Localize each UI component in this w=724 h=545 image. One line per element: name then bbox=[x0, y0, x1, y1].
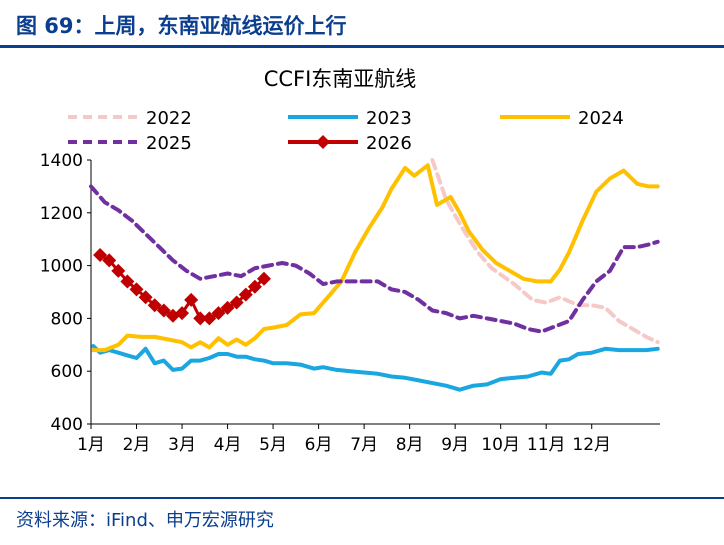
data-point-2026 bbox=[120, 274, 135, 289]
series-2022 bbox=[430, 158, 660, 345]
series-line-2023 bbox=[91, 344, 660, 392]
y-tick-label: 800 bbox=[51, 309, 83, 329]
data-point-2026 bbox=[175, 306, 190, 321]
x-tick-label: 12月 bbox=[572, 435, 611, 455]
y-tick-label: 600 bbox=[51, 362, 83, 382]
x-tick-label: 11月 bbox=[527, 435, 566, 455]
legend-label-2025: 2025 bbox=[146, 133, 192, 154]
series-2026 bbox=[93, 248, 271, 326]
x-tick-label: 9月 bbox=[441, 435, 469, 455]
data-point-2026 bbox=[247, 279, 262, 294]
data-point-2026 bbox=[256, 271, 271, 286]
series-line-2025 bbox=[89, 184, 660, 334]
figure-header: 图 69：上周，东南亚航线运价上行 bbox=[16, 14, 347, 38]
series-2024 bbox=[91, 163, 660, 353]
chart-title: CCFI东南亚航线 bbox=[264, 67, 417, 91]
x-tick-label: 1月 bbox=[77, 435, 105, 455]
data-point-2026 bbox=[147, 298, 162, 313]
legend-label-2022: 2022 bbox=[146, 108, 192, 129]
data-point-2026 bbox=[193, 311, 208, 326]
data-point-2026 bbox=[211, 306, 226, 321]
header-rule bbox=[0, 45, 724, 48]
footer-rule bbox=[0, 497, 724, 499]
series-2025 bbox=[89, 184, 660, 334]
data-point-2026 bbox=[220, 300, 235, 315]
data-point-2026 bbox=[129, 282, 144, 297]
y-tick-label: 1200 bbox=[40, 204, 83, 224]
y-tick-label: 1000 bbox=[40, 257, 83, 277]
x-tick-label: 10月 bbox=[481, 435, 520, 455]
data-point-2026 bbox=[229, 295, 244, 310]
x-tick-label: 3月 bbox=[168, 435, 196, 455]
x-tick-label: 2月 bbox=[123, 435, 151, 455]
data-point-2026 bbox=[156, 303, 171, 318]
legend-marker-2026 bbox=[316, 135, 330, 149]
x-tick-label: 4月 bbox=[214, 435, 242, 455]
chart-axes: 400 600 800 1000 1200 1400 1月 2月 3月 4月 5月 6月 7月 8月 9月 1… bbox=[40, 151, 660, 455]
legend-label-2026: 2026 bbox=[366, 133, 412, 154]
chart-legend: 2022 2023 2024 2025 2026 bbox=[68, 108, 624, 154]
data-point-2026 bbox=[138, 290, 153, 305]
x-tick-label: 6月 bbox=[305, 435, 333, 455]
legend-label-2023: 2023 bbox=[366, 108, 412, 129]
y-tick-label: 1400 bbox=[40, 151, 83, 171]
source-note: 资料来源：iFind、申万宏源研究 bbox=[16, 510, 274, 531]
series-line-2024 bbox=[91, 163, 660, 353]
x-tick-label: 7月 bbox=[350, 435, 378, 455]
data-point-2026 bbox=[238, 287, 253, 302]
data-point-2026 bbox=[93, 248, 108, 263]
data-point-2026 bbox=[184, 292, 199, 307]
series-2023 bbox=[91, 344, 660, 392]
data-point-2026 bbox=[102, 253, 117, 268]
series-line-2022 bbox=[430, 158, 660, 345]
legend-label-2024: 2024 bbox=[578, 108, 624, 129]
x-tick-label: 8月 bbox=[396, 435, 424, 455]
chart-series bbox=[89, 158, 660, 392]
data-point-2026 bbox=[111, 263, 126, 278]
x-tick-label: 5月 bbox=[259, 435, 287, 455]
y-tick-label: 400 bbox=[51, 415, 83, 435]
data-point-2026 bbox=[202, 311, 217, 326]
